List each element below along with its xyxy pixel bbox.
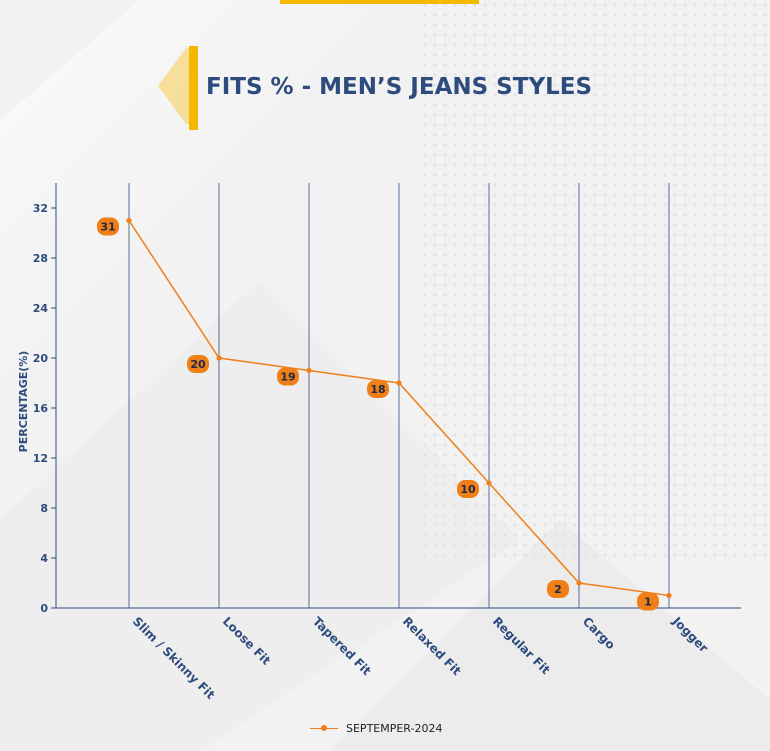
x-tick-label: Relaxed Fit	[400, 614, 464, 678]
data-label: 19	[280, 371, 295, 384]
y-tick-label: 28	[33, 252, 48, 265]
data-label: 18	[370, 383, 385, 396]
y-tick-label: 24	[33, 302, 49, 315]
data-label: 2	[554, 583, 562, 596]
y-tick-label: 8	[40, 502, 48, 515]
legend-label: SEPTEMPER-2024	[346, 721, 443, 735]
data-point	[306, 367, 312, 374]
y-tick-label: 12	[33, 452, 48, 465]
y-tick-label: 32	[33, 202, 48, 215]
legend-swatch-icon	[310, 722, 338, 734]
data-label-badge	[457, 480, 479, 498]
title-decoration	[158, 46, 198, 130]
y-tick-label: 20	[33, 352, 49, 365]
x-tick-label: Regular Fit	[490, 614, 553, 677]
top-accent-bar	[280, 0, 479, 4]
x-tick-label: Loose Fit	[220, 614, 274, 668]
data-label-badge	[187, 355, 209, 373]
x-tick-label: Jogger	[669, 614, 711, 656]
data-label-badge	[547, 580, 569, 598]
data-label: 10	[460, 483, 476, 496]
data-label-badge	[637, 592, 659, 611]
y-axis-title: PERCENTAGE(%)	[17, 351, 30, 453]
y-tick-label: 16	[33, 402, 49, 415]
data-label-badge	[97, 217, 119, 236]
data-label-badge	[367, 380, 389, 398]
y-tick-label: 0	[40, 602, 48, 615]
data-point	[396, 380, 402, 386]
data-point	[666, 592, 672, 599]
x-tick-label: Slim / Skinny Fit	[130, 614, 218, 702]
chart-legend[interactable]: SEPTEMPER-2024	[310, 719, 442, 737]
data-label-badge	[277, 367, 299, 386]
data-label: 31	[100, 221, 115, 234]
data-point	[126, 217, 132, 224]
data-point	[486, 480, 492, 486]
y-tick-label: 4	[40, 552, 48, 565]
data-label: 1	[644, 596, 652, 609]
data-point	[576, 580, 582, 586]
x-tick-label: Tapered Fit	[310, 614, 374, 678]
x-tick-label: Cargo	[580, 614, 618, 652]
page-title: FITS % - MEN’S JEANS STYLES	[206, 74, 593, 100]
data-point	[216, 355, 222, 361]
data-label: 20	[190, 358, 206, 371]
